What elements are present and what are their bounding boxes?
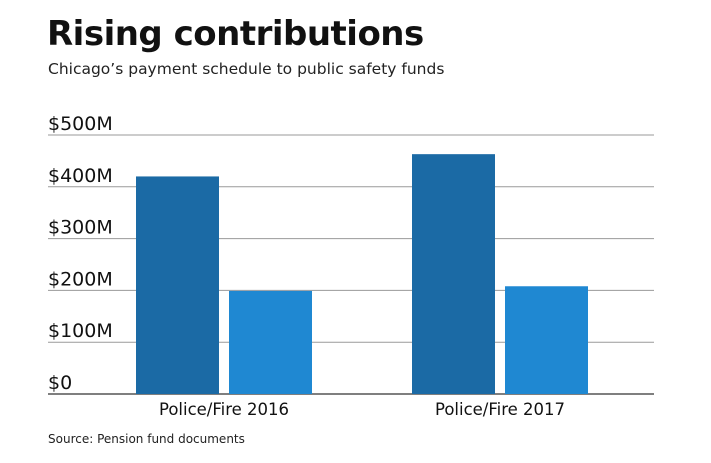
y-tick-label: $500M [48,113,113,135]
bar [505,286,588,394]
source-note: Source: Pension fund documents [48,432,245,446]
bars [136,154,588,394]
y-tick-label: $400M [48,165,113,187]
labels: $0 $100M $200M $300M $400M $500M Police/Fire 2… [48,113,565,419]
bar [412,154,495,394]
bar [136,176,219,394]
x-category-label: Police/Fire 2017 [435,400,565,419]
bar [229,290,312,394]
y-tick-label: $100M [48,320,113,342]
x-category-label: Police/Fire 2016 [159,400,289,419]
y-tick-label: $0 [48,372,72,394]
y-tick-label: $200M [48,268,113,290]
y-tick-label: $300M [48,217,113,239]
chart-title: Rising contributions [47,14,424,54]
chart-subtitle: Chicago’s payment schedule to public saf… [48,60,445,78]
